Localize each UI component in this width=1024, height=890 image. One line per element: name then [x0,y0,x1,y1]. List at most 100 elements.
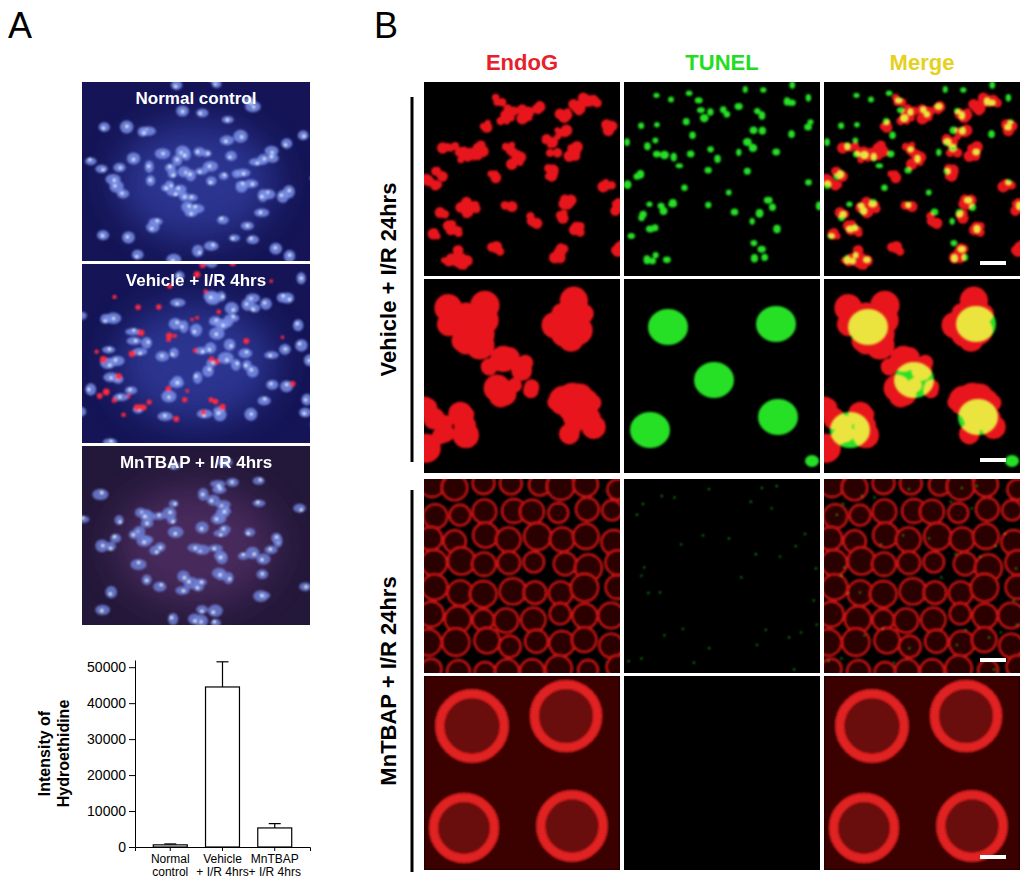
image-label: MnTBAP + I/R 4hrs [120,453,272,472]
nucleus-spot [210,499,213,502]
endog-signal [602,500,620,520]
nucleus [99,122,110,132]
endog-signal [842,628,870,656]
micrograph [624,82,820,276]
nucleus [204,241,219,250]
endog-signal [472,499,496,523]
tunel-signal [914,155,921,163]
endog-signal [894,608,919,633]
nucleus [192,245,203,257]
y-tick: 10000 [87,803,135,819]
endog-signal [500,479,522,495]
nucleus-spot [274,246,277,249]
y-tick-mark [129,739,135,740]
nucleus [258,189,268,202]
nucleus-spot [174,532,177,535]
superoxide-spot [182,397,187,402]
endog-signal [934,684,997,747]
nucleus-spot [231,237,234,240]
tunel-signal [779,556,781,558]
endog-signal [614,241,620,253]
tunel-signal [708,488,710,490]
tunel-signal [804,533,806,535]
nucleus-spot [108,347,111,350]
tunel-signal [961,487,963,489]
nucleus [201,150,211,157]
tunel-signal [641,575,643,577]
endog-signal [892,173,901,182]
nucleus [122,232,135,244]
tunel-signal [695,97,703,103]
nucleus [192,583,203,592]
nucleus [208,605,223,617]
nucleus [169,500,178,507]
endog-signal [573,479,598,497]
tunel-signal [744,168,751,175]
endog-signal [920,500,944,524]
endog-signal [492,94,500,102]
micrograph [82,264,310,443]
endog-signal [436,208,443,215]
tunel-signal [720,106,727,113]
tunel-signal [951,254,958,263]
endog-signal [1005,550,1020,575]
endog-signal [457,156,464,163]
y-axis: 01000020000300004000050000 [87,659,135,855]
tunel-signal [750,126,758,134]
nucleus [295,339,307,351]
nucleus-spot [129,388,132,391]
tunel-signal [760,87,766,92]
nucleus-spot [125,125,128,128]
tunel-signal [882,628,884,630]
endog-signal [574,101,582,109]
y-tick-label: 30000 [87,731,126,747]
endog-signal [545,655,572,673]
micrograph-background [824,82,1020,276]
micrograph [82,446,310,625]
nucleus [281,138,292,148]
nucleus-spot [100,491,103,494]
nucleus-spot [250,237,253,240]
tunel-signal [686,91,693,96]
superoxide-spot [185,389,189,393]
nucleus-spot [303,412,306,415]
nucleus [214,409,227,422]
nucleus-spot [181,110,184,113]
endog-signal [947,479,975,500]
endog-signal [998,602,1020,628]
tunel-signal [643,567,645,569]
nucleus [235,169,250,177]
endog-signal [491,241,502,252]
nucleus [301,394,310,406]
tunel-signal [824,138,830,146]
nucleus-spot [260,594,263,597]
nucleus-spot [251,183,254,186]
endog-signal [949,581,973,605]
endog-signal [460,262,467,269]
tunel-signal [883,118,890,125]
nucleus [220,136,234,146]
nucleus-spot [259,478,262,481]
scale-bar [980,458,1006,462]
superoxide-spot [190,318,194,322]
nucleus-spot [230,344,233,347]
y-axis-title: Intensity ofHydroethidine [36,700,72,808]
row-bracket [411,97,414,462]
nucleus [120,121,133,134]
tunel-signal [813,600,815,602]
nucleus [256,554,270,565]
tunel-signal [663,257,671,264]
micrograph [824,676,1020,870]
nucleus-spot [176,158,179,161]
nucleus [284,250,295,261]
nucleus [299,408,310,417]
nucleus [213,530,228,537]
tunel-signal [644,142,651,150]
nucleus [187,543,202,552]
tunel-signal [773,225,780,233]
nucleus [203,161,218,171]
tunel-signal [758,399,798,435]
tunel-signal [895,97,903,103]
tunel-signal [1006,94,1012,102]
column-header: EndoG [486,50,558,75]
